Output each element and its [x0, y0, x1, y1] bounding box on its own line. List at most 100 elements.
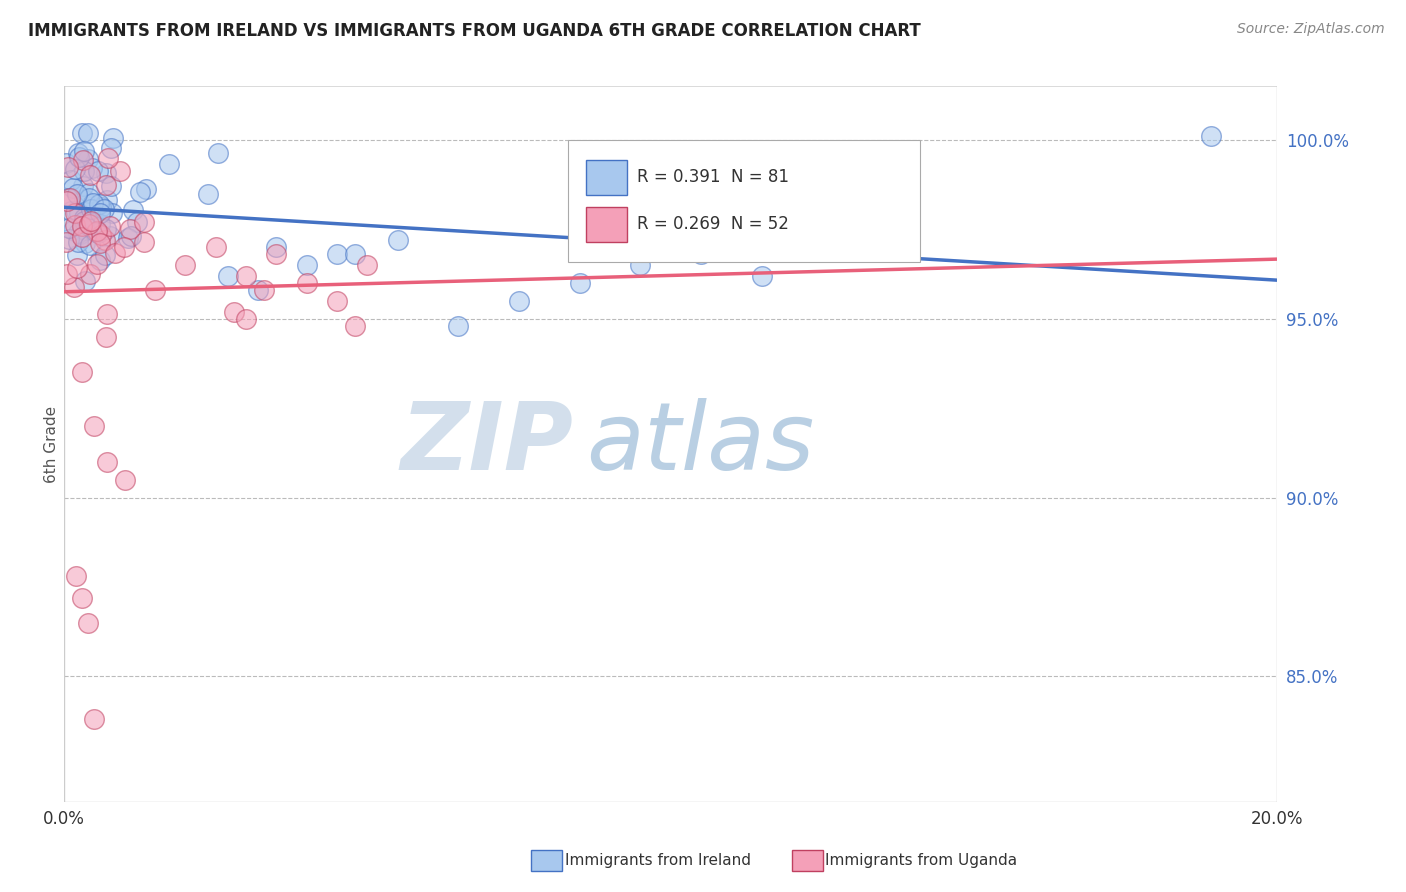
Point: [266, 240, 288, 254]
Point: [253, 283, 276, 297]
Point: [132, 235, 155, 249]
Point: [65, 261, 87, 276]
Point: [120, 222, 142, 236]
Point: [72, 178, 94, 193]
FancyBboxPatch shape: [568, 140, 920, 261]
Point: [117, 231, 139, 245]
Point: [67, 206, 90, 220]
Point: [84, 226, 107, 240]
Point: [122, 202, 145, 217]
Point: [55, 235, 77, 250]
Point: [63, 280, 86, 294]
Text: atlas: atlas: [586, 399, 814, 490]
FancyBboxPatch shape: [586, 207, 627, 242]
Point: [100, 205, 122, 219]
Point: [77, 126, 100, 140]
FancyBboxPatch shape: [586, 160, 627, 195]
Point: [60, 203, 83, 218]
Point: [1199, 129, 1222, 144]
Point: [80, 212, 103, 227]
Point: [295, 276, 318, 290]
Point: [101, 131, 124, 145]
Point: [94, 166, 117, 180]
Point: [73, 144, 96, 158]
Point: [58, 232, 80, 246]
Point: [66, 235, 89, 249]
Point: [86, 224, 108, 238]
Point: [66, 248, 89, 262]
Point: [447, 318, 470, 333]
Point: [344, 247, 367, 261]
Point: [73, 211, 96, 226]
Point: [73, 274, 96, 288]
Point: [56, 160, 79, 174]
Point: [104, 246, 127, 260]
Point: [70, 230, 93, 244]
Point: [108, 164, 131, 178]
Point: [86, 257, 108, 271]
Point: [222, 304, 245, 318]
Point: [73, 163, 96, 178]
Point: [132, 215, 155, 229]
Point: [58, 191, 80, 205]
Point: [174, 258, 197, 272]
Point: [73, 192, 96, 206]
Point: [690, 247, 713, 261]
Point: [70, 219, 93, 233]
Point: [128, 186, 150, 200]
Point: [58, 221, 80, 235]
Point: [73, 223, 96, 237]
Point: [568, 276, 591, 290]
Point: [508, 293, 530, 308]
Point: [120, 229, 142, 244]
Point: [217, 268, 239, 283]
Point: [72, 591, 94, 605]
Point: [62, 223, 84, 237]
Point: [235, 268, 257, 283]
Text: Immigrants from Ireland: Immigrants from Ireland: [565, 854, 751, 868]
Point: [630, 258, 652, 272]
Point: [89, 217, 111, 231]
Point: [72, 366, 94, 380]
Point: [79, 191, 101, 205]
Point: [96, 178, 118, 193]
Point: [96, 455, 118, 469]
Point: [77, 152, 100, 166]
Point: [62, 181, 84, 195]
Point: [112, 240, 135, 254]
Point: [79, 214, 101, 228]
Point: [114, 473, 136, 487]
Point: [98, 219, 121, 233]
Point: [90, 228, 112, 243]
Point: [96, 329, 118, 343]
Point: [356, 258, 378, 272]
Point: [82, 219, 104, 234]
Point: [326, 293, 349, 308]
Point: [326, 247, 349, 261]
Point: [80, 161, 103, 176]
Point: [157, 156, 180, 170]
Point: [55, 194, 77, 208]
Text: R = 0.391  N = 81: R = 0.391 N = 81: [637, 169, 789, 186]
Point: [100, 141, 122, 155]
Text: ZIP: ZIP: [401, 398, 574, 490]
Point: [197, 187, 219, 202]
Point: [67, 150, 90, 164]
Point: [79, 267, 101, 281]
Point: [60, 172, 83, 186]
Point: [77, 186, 100, 201]
Point: [89, 252, 111, 267]
Point: [97, 151, 120, 165]
Y-axis label: 6th Grade: 6th Grade: [44, 406, 59, 483]
Point: [811, 240, 834, 254]
Point: [96, 307, 118, 321]
Point: [79, 218, 101, 232]
Point: [387, 233, 409, 247]
Point: [90, 200, 112, 214]
Point: [80, 202, 103, 216]
Point: [93, 202, 115, 216]
Point: [89, 235, 111, 250]
Point: [207, 146, 229, 161]
Point: [295, 258, 318, 272]
Point: [82, 195, 104, 210]
